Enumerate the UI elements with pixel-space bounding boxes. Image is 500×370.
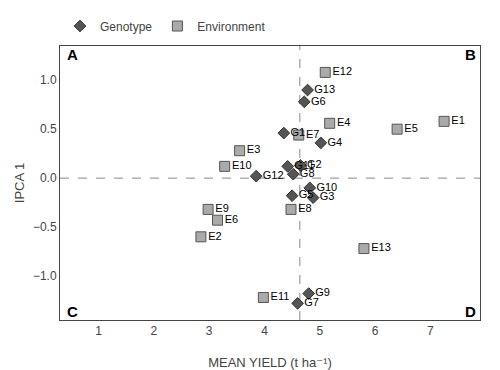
svg-text:E11: E11	[271, 290, 290, 302]
svg-text:1.0: 1.0	[40, 73, 57, 87]
svg-text:4: 4	[261, 324, 268, 338]
svg-text:E7: E7	[306, 128, 319, 140]
svg-text:G2: G2	[307, 158, 322, 170]
svg-text:G8: G8	[300, 167, 315, 179]
svg-text:E6: E6	[225, 213, 238, 225]
svg-text:E4: E4	[337, 116, 350, 128]
svg-text:D: D	[465, 303, 476, 320]
svg-text:C: C	[67, 303, 78, 320]
svg-text:6: 6	[372, 324, 379, 338]
svg-text:0.5: 0.5	[40, 122, 57, 136]
svg-text:G11: G11	[294, 159, 314, 171]
svg-text:E1: E1	[451, 114, 464, 126]
svg-text:−0.5: −0.5	[33, 220, 57, 234]
svg-text:G3: G3	[320, 190, 335, 202]
svg-text:A: A	[67, 46, 78, 63]
svg-text:7: 7	[427, 324, 434, 338]
svg-text:G1: G1	[290, 126, 305, 138]
svg-text:B: B	[465, 46, 476, 63]
svg-text:E3: E3	[247, 143, 260, 155]
svg-text:E12: E12	[333, 65, 353, 77]
svg-text:3: 3	[206, 324, 213, 338]
svg-text:Environment: Environment	[197, 20, 265, 34]
svg-text:E2: E2	[208, 230, 221, 242]
svg-text:G6: G6	[311, 95, 326, 107]
svg-text:E13: E13	[371, 241, 391, 253]
svg-text:Genotype: Genotype	[100, 20, 152, 34]
svg-text:1: 1	[95, 324, 102, 338]
svg-text:IPCA 1: IPCA 1	[12, 163, 27, 203]
svg-text:G5: G5	[299, 188, 314, 200]
svg-text:G4: G4	[327, 136, 342, 148]
svg-text:E8: E8	[298, 202, 311, 214]
svg-text:E5: E5	[404, 122, 417, 134]
svg-text:G12: G12	[263, 169, 284, 181]
svg-text:E10: E10	[232, 159, 252, 171]
svg-text:G13: G13	[314, 83, 335, 95]
svg-text:E9: E9	[215, 202, 228, 214]
svg-text:G7: G7	[304, 296, 319, 308]
svg-text:G9: G9	[315, 286, 330, 298]
svg-text:−1.0: −1.0	[33, 269, 57, 283]
svg-text:2: 2	[151, 324, 158, 338]
svg-text:MEAN YIELD (t ha⁻¹): MEAN YIELD (t ha⁻¹)	[208, 355, 332, 370]
svg-text:5: 5	[316, 324, 323, 338]
svg-text:G10: G10	[316, 181, 337, 193]
svg-text:0.0: 0.0	[40, 171, 57, 185]
